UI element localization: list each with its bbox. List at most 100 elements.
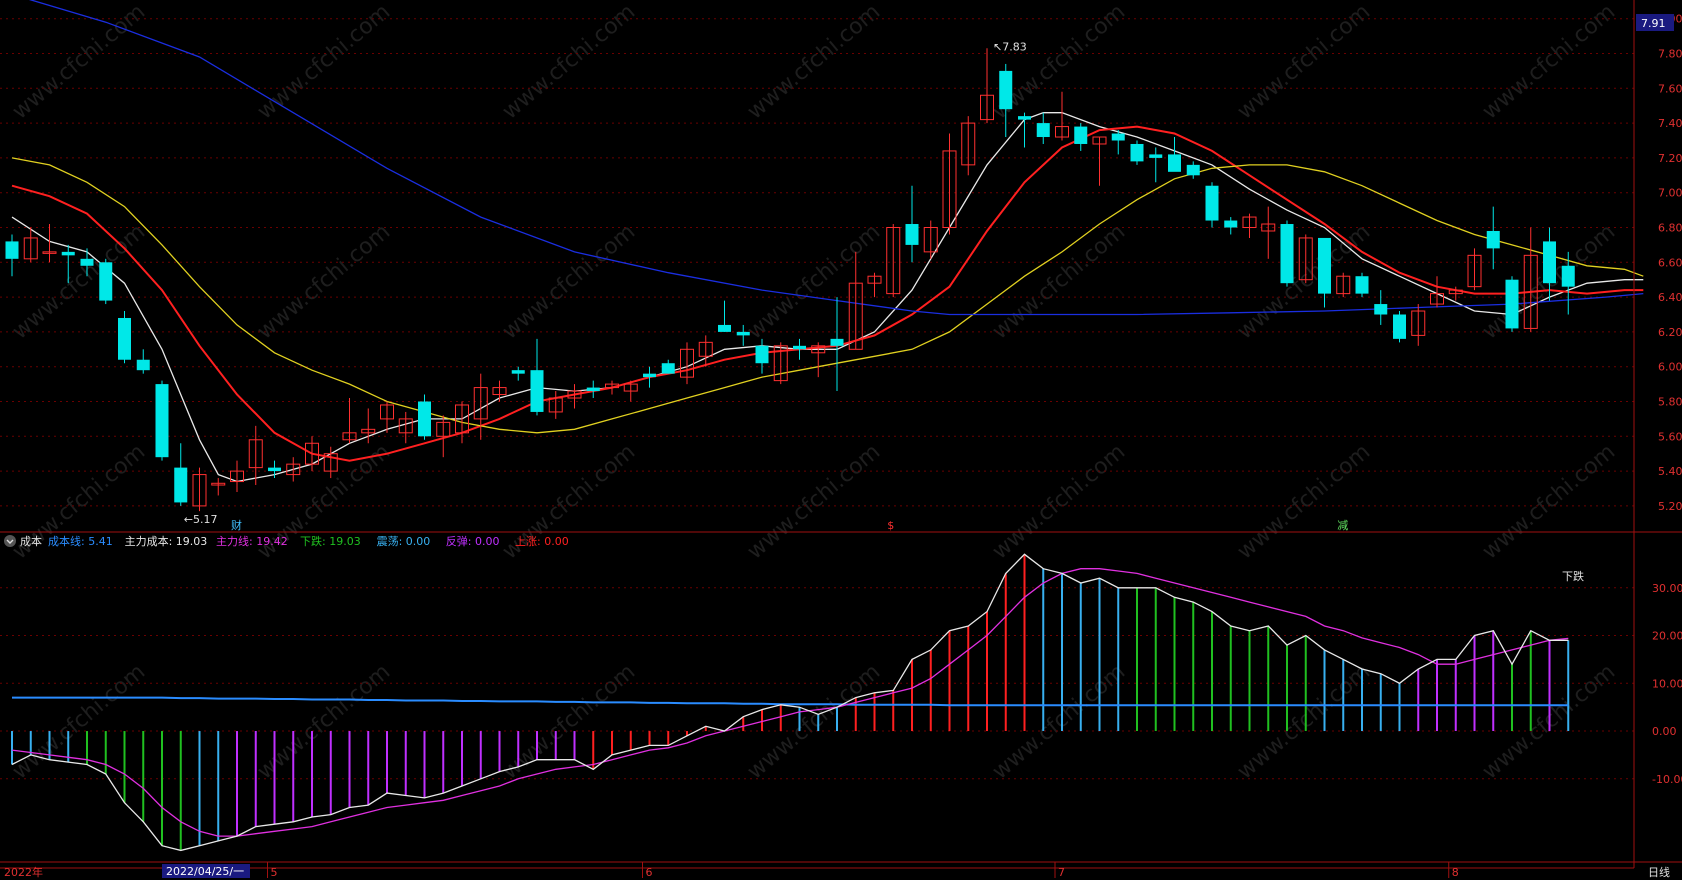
candle-body	[248, 439, 263, 469]
high-price-label: ↖7.83	[993, 40, 1027, 53]
cursor-date-label: 2022/04/25/一	[166, 865, 244, 878]
candle-body	[1055, 126, 1069, 138]
candle-body	[1393, 314, 1406, 339]
current-price-label: 7.91	[1641, 17, 1666, 30]
event-marker: $	[887, 519, 894, 532]
price-tick-label: 5.60	[1658, 430, 1682, 443]
price-tick-label: 5.80	[1658, 396, 1682, 409]
candle-body	[886, 227, 901, 295]
indicator-tick-label: 30.00	[1652, 582, 1682, 595]
candle-body	[1205, 185, 1219, 221]
candlesticks[interactable]	[5, 48, 1575, 512]
candle-body	[286, 463, 301, 476]
candle-body	[268, 467, 281, 472]
candle-body	[1430, 293, 1444, 305]
candle-body	[643, 373, 656, 378]
indicator-tick-label: 0.00	[1652, 725, 1677, 738]
month-label: 5	[271, 866, 278, 879]
price-tick-label: 7.40	[1658, 117, 1682, 130]
candle-body	[698, 341, 713, 357]
candle-body	[755, 345, 769, 364]
candle-body	[1355, 276, 1369, 294]
candle-body	[192, 474, 207, 507]
candle-body	[680, 348, 694, 378]
moving-average-line	[11, 157, 1644, 434]
candle-body	[61, 251, 75, 256]
candle-body	[1374, 304, 1388, 315]
candle-body	[1448, 289, 1463, 295]
current-price-badge	[1636, 14, 1674, 31]
chevron-down-icon	[6, 539, 14, 544]
indicator-tick-label: 20.00	[1652, 630, 1682, 643]
candle-body	[1543, 241, 1556, 284]
candle-body	[830, 338, 844, 346]
candle-body	[1411, 310, 1426, 336]
indicator-tick-label: 10.00	[1652, 677, 1682, 690]
candle-body	[1467, 254, 1482, 288]
candle-body	[773, 345, 788, 382]
indicator-name: 成本	[20, 534, 42, 548]
candle-body	[511, 370, 525, 374]
candle-body	[80, 258, 94, 266]
candle-body	[118, 317, 131, 360]
price-tick-label: 5.20	[1658, 500, 1682, 513]
watermark-text: www.cfchi.com	[8, 659, 150, 784]
candle-body	[1224, 220, 1238, 228]
candle-body	[567, 390, 582, 399]
legend-entry: 主力线: 19.42	[216, 534, 288, 548]
watermark-text: www.cfchi.com	[988, 659, 1130, 784]
candle-body	[1486, 230, 1500, 249]
month-label: 8	[1452, 866, 1459, 879]
candle-body	[586, 387, 600, 392]
month-label: 6	[646, 866, 653, 879]
candle-body	[1298, 237, 1313, 281]
price-tick-label: 7.20	[1658, 152, 1682, 165]
candle-body	[623, 383, 638, 392]
candle-body	[1168, 154, 1181, 172]
candle-body	[848, 282, 863, 350]
watermark-text: www.cfchi.com	[253, 219, 395, 344]
candle-body	[961, 122, 976, 166]
moving-average-line	[11, 125, 1644, 462]
candle-body	[942, 150, 957, 228]
period-label: 日线	[1648, 865, 1670, 879]
candle-body	[1036, 123, 1050, 138]
candle-body	[174, 467, 188, 503]
candle-body	[99, 262, 113, 301]
candle-body	[1092, 136, 1107, 145]
candle-body	[136, 359, 150, 371]
candle-body	[1111, 133, 1125, 141]
candle-body	[398, 418, 413, 434]
candle-body	[999, 70, 1013, 110]
candle-body	[1018, 116, 1031, 120]
candle-body	[1261, 223, 1276, 232]
moving-average-lines	[11, 0, 1644, 483]
candle-body	[661, 363, 675, 374]
price-tick-label: 6.60	[1658, 256, 1682, 269]
candle-body	[492, 387, 507, 396]
candle-body	[436, 421, 451, 437]
price-tick-label: 6.80	[1658, 222, 1682, 235]
candle-body	[418, 401, 431, 437]
watermark-text: www.cfchi.com	[743, 219, 885, 344]
candle-body	[342, 432, 357, 441]
candle-body	[530, 370, 544, 412]
candle-body	[923, 227, 938, 253]
candle-body	[23, 237, 38, 260]
candle-body	[811, 345, 826, 354]
candle-body	[605, 383, 619, 389]
price-tick-label: 7.80	[1658, 48, 1682, 61]
candle-body	[1149, 154, 1163, 158]
watermark-text: www.cfchi.com	[1233, 659, 1375, 784]
watermark-layer: www.cfchi.com www.cfchi.com www.cfchi.com w…	[8, 0, 1620, 785]
price-tick-label: 7.00	[1658, 187, 1682, 200]
event-marker: 财	[231, 518, 242, 532]
moving-average-line	[28, 0, 1644, 316]
candle-body	[980, 94, 994, 121]
legend-entry: 成本线: 5.41	[48, 534, 113, 548]
watermark-text: www.cfchi.com	[743, 659, 885, 784]
watermark-text: www.cfchi.com	[743, 0, 885, 125]
candle-body	[211, 482, 226, 486]
event-marker: 减	[1337, 519, 1348, 532]
